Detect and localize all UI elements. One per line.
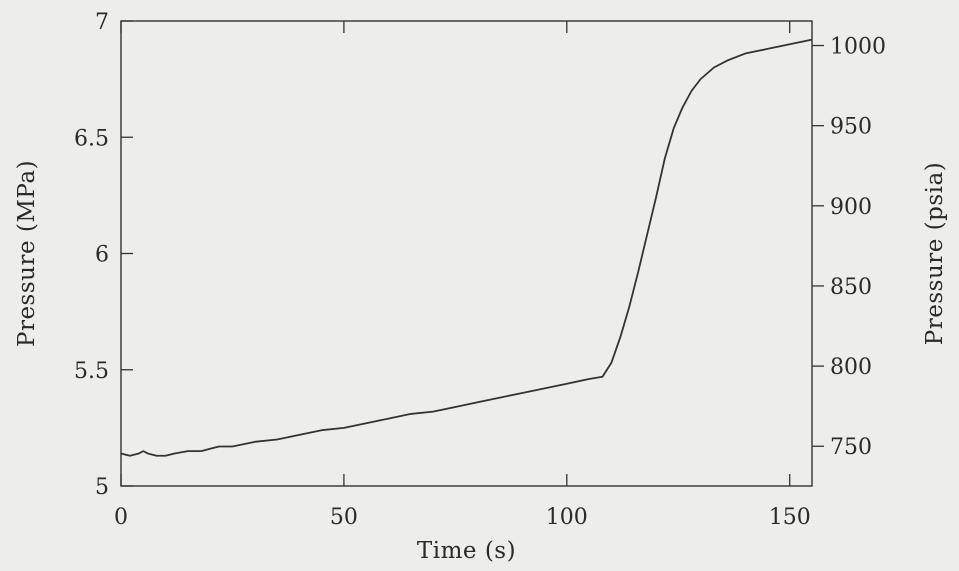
y-right-tick-label-1: 800 bbox=[830, 355, 872, 380]
series-line-pressure bbox=[120, 38, 813, 457]
y-right-tick-label-2: 850 bbox=[830, 275, 872, 300]
y-tick-label-0: 5 bbox=[95, 475, 109, 500]
y-tick-label-2: 6 bbox=[95, 243, 109, 268]
y-right-tick-label-0: 750 bbox=[830, 435, 872, 460]
y-right-tick-label-5: 1000 bbox=[830, 35, 886, 60]
x-tick-label-2: 100 bbox=[546, 505, 588, 530]
x-axis-ticks: 0 50 100 150 bbox=[114, 21, 811, 530]
y-right-tick-label-3: 900 bbox=[830, 195, 872, 220]
y-right-tick-label-4: 950 bbox=[830, 115, 872, 140]
y-tick-label-1: 5.5 bbox=[74, 359, 109, 384]
y-tick-label-4: 7 bbox=[95, 10, 109, 35]
y-axis-left-label: Pressure (MPa) bbox=[14, 160, 40, 347]
x-tick-label-3: 150 bbox=[769, 505, 811, 530]
y-axis-right-ticks: 750 800 850 900 950 1000 bbox=[812, 35, 886, 460]
y-axis-right-label: Pressure (psia) bbox=[922, 162, 948, 345]
x-tick-label-0: 0 bbox=[114, 505, 128, 530]
x-tick-label-1: 50 bbox=[330, 505, 358, 530]
x-axis-label: Time (s) bbox=[417, 538, 516, 564]
y-tick-label-3: 6.5 bbox=[74, 126, 109, 151]
y-axis-left-ticks: 5 5.5 6 6.5 7 bbox=[74, 10, 133, 500]
plot-frame bbox=[120, 20, 813, 487]
